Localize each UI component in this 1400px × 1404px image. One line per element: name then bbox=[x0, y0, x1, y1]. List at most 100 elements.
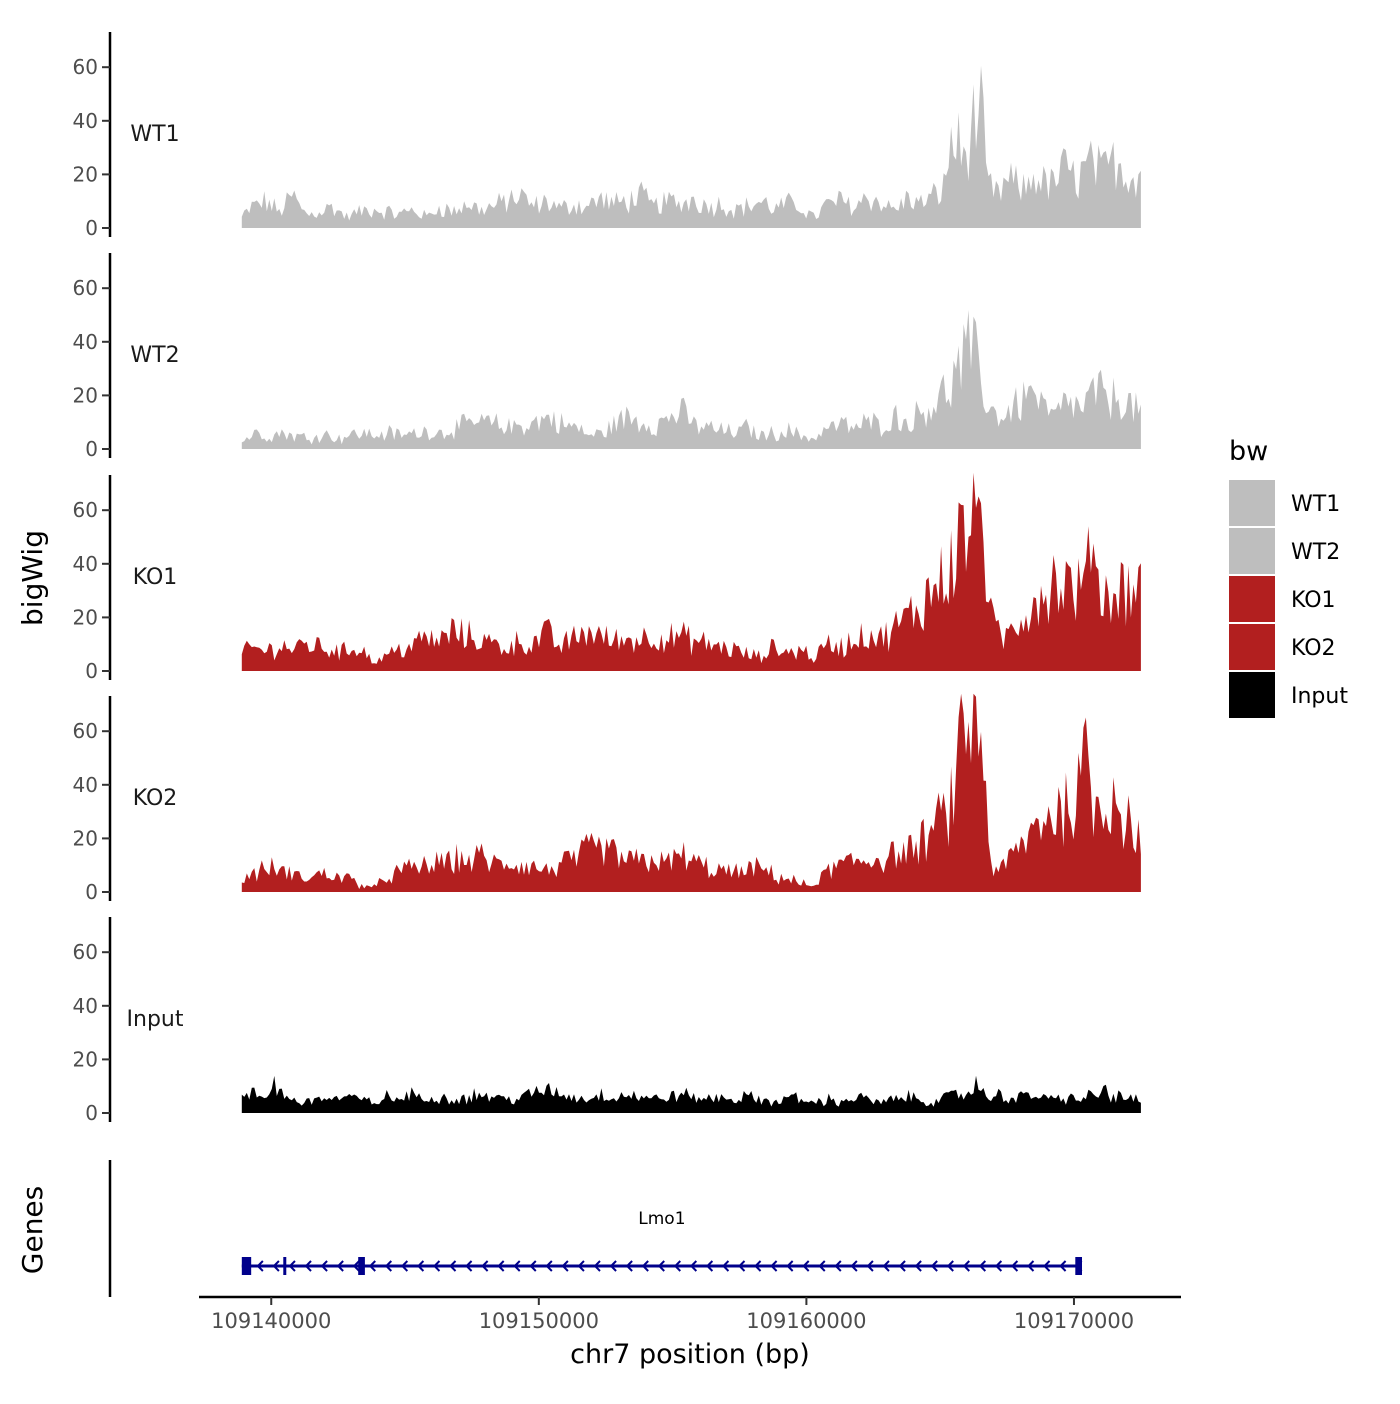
strand-arrow bbox=[834, 1260, 842, 1272]
legend-label: WT1 bbox=[1291, 492, 1340, 517]
signal-area-wt2 bbox=[241, 310, 1141, 449]
strand-arrow bbox=[481, 1260, 489, 1272]
signal-area-input bbox=[241, 1075, 1141, 1113]
strand-arrow bbox=[802, 1260, 810, 1272]
strand-arrow bbox=[738, 1260, 746, 1272]
exon bbox=[241, 1257, 252, 1275]
x-axis-title: chr7 position (bp) bbox=[570, 1339, 810, 1370]
x-axis: 109140000 109150000 109160000 109170000 bbox=[199, 1295, 1181, 1333]
strand-arrow bbox=[416, 1260, 425, 1272]
track-label: KO1 bbox=[133, 565, 178, 590]
legend-swatch bbox=[1229, 624, 1275, 670]
legend: bw WT1 WT2 KO1 KO2 Input bbox=[1229, 436, 1348, 718]
track-wt2: 0 20 40 60 WT2 bbox=[73, 253, 1141, 461]
track-input: 0 20 40 60 Input bbox=[73, 917, 1141, 1125]
y-tick-label: 20 bbox=[73, 162, 98, 186]
x-tick-label: 109170000 bbox=[1014, 1309, 1134, 1333]
legend-item-ko1: KO1 bbox=[1229, 576, 1336, 622]
strand-arrow bbox=[433, 1260, 441, 1272]
strand-arrow bbox=[465, 1260, 473, 1272]
strand-arrow bbox=[593, 1260, 601, 1272]
legend-swatch bbox=[1229, 480, 1275, 526]
legend-label: WT2 bbox=[1291, 540, 1340, 565]
legend-item-wt2: WT2 bbox=[1229, 528, 1340, 574]
track-wt1: 0 20 40 60 WT1 bbox=[73, 32, 1141, 240]
strand-arrow bbox=[641, 1260, 649, 1272]
strand-arrow bbox=[978, 1260, 987, 1272]
legend-swatch bbox=[1229, 576, 1275, 622]
strand-arrow bbox=[1043, 1260, 1051, 1272]
strand-arrow bbox=[914, 1260, 922, 1272]
strand-arrow bbox=[400, 1260, 409, 1272]
x-tick-label: 109160000 bbox=[746, 1309, 866, 1333]
y-tick-label: 0 bbox=[85, 437, 98, 461]
strand-arrow bbox=[705, 1260, 714, 1272]
exon bbox=[358, 1257, 365, 1275]
strand-arrow bbox=[673, 1260, 681, 1272]
y-tick-label: 0 bbox=[85, 659, 98, 683]
strand-arrow bbox=[272, 1260, 280, 1272]
strand-arrow bbox=[529, 1260, 537, 1272]
y-tick-label: 60 bbox=[73, 719, 98, 743]
strand-arrow bbox=[930, 1260, 938, 1272]
strand-arrow bbox=[304, 1260, 312, 1272]
strand-arrow bbox=[1059, 1260, 1067, 1272]
strand-arrow bbox=[994, 1260, 1003, 1272]
strand-arrow bbox=[1027, 1260, 1035, 1272]
y-tick-label: 40 bbox=[73, 330, 98, 354]
strand-arrow bbox=[336, 1260, 344, 1272]
strand-arrow bbox=[352, 1260, 360, 1272]
genes-panel: Lmo1 bbox=[108, 1160, 1083, 1297]
y-tick-label: 60 bbox=[73, 276, 98, 300]
y-tick-label: 40 bbox=[73, 552, 98, 576]
y-tick-label: 20 bbox=[73, 826, 98, 850]
legend-label: KO1 bbox=[1291, 588, 1336, 613]
y-tick-label: 0 bbox=[85, 216, 98, 240]
legend-item-wt1: WT1 bbox=[1229, 480, 1340, 526]
strand-arrow bbox=[368, 1260, 376, 1272]
gene-name-label: Lmo1 bbox=[638, 1209, 685, 1229]
legend-label: KO2 bbox=[1291, 636, 1336, 661]
y-tick-label: 60 bbox=[73, 498, 98, 522]
legend-title: bw bbox=[1229, 436, 1268, 467]
legend-label: Input bbox=[1291, 684, 1348, 709]
strand-arrow bbox=[256, 1260, 264, 1272]
y-tick-label: 40 bbox=[73, 109, 98, 133]
genes-panel-title: Genes bbox=[16, 1186, 49, 1274]
y-tick-label: 0 bbox=[85, 1101, 98, 1125]
strand-arrow bbox=[609, 1260, 617, 1272]
y-tick-label: 20 bbox=[73, 1047, 98, 1071]
legend-swatch bbox=[1229, 528, 1275, 574]
legend-item-input: Input bbox=[1229, 672, 1348, 718]
strand-arrow bbox=[850, 1260, 858, 1272]
strand-arrow bbox=[545, 1260, 553, 1272]
strand-arrow bbox=[561, 1260, 569, 1272]
track-ko1: 0 20 40 60 KO1 bbox=[73, 472, 1141, 683]
legend-swatch bbox=[1229, 672, 1275, 718]
strand-arrow bbox=[449, 1260, 457, 1272]
strand-arrow bbox=[577, 1260, 585, 1272]
signal-area-ko1 bbox=[241, 472, 1141, 671]
x-tick-label: 109140000 bbox=[211, 1309, 331, 1333]
strand-arrow bbox=[962, 1260, 970, 1272]
strand-arrow bbox=[657, 1260, 665, 1272]
y-tick-label: 20 bbox=[73, 383, 98, 407]
strand-arrow bbox=[1011, 1260, 1019, 1272]
strand-arrow bbox=[898, 1260, 906, 1272]
strand-arrow bbox=[384, 1260, 393, 1272]
y-tick-label: 0 bbox=[85, 880, 98, 904]
exon bbox=[1075, 1257, 1082, 1275]
y-tick-label: 40 bbox=[73, 773, 98, 797]
strand-arrow bbox=[722, 1260, 730, 1272]
gene-lmo1: Lmo1 bbox=[241, 1209, 1083, 1275]
strand-arrow bbox=[497, 1260, 505, 1272]
strand-arrow bbox=[513, 1260, 521, 1272]
strand-arrow bbox=[770, 1260, 778, 1272]
track-label: KO2 bbox=[133, 786, 178, 811]
track-ko2: 0 20 40 60 KO2 bbox=[73, 693, 1141, 904]
strand-arrow bbox=[866, 1260, 874, 1272]
y-tick-label: 60 bbox=[73, 940, 98, 964]
strand-arrow bbox=[689, 1260, 698, 1272]
strand-arrow bbox=[754, 1260, 762, 1272]
